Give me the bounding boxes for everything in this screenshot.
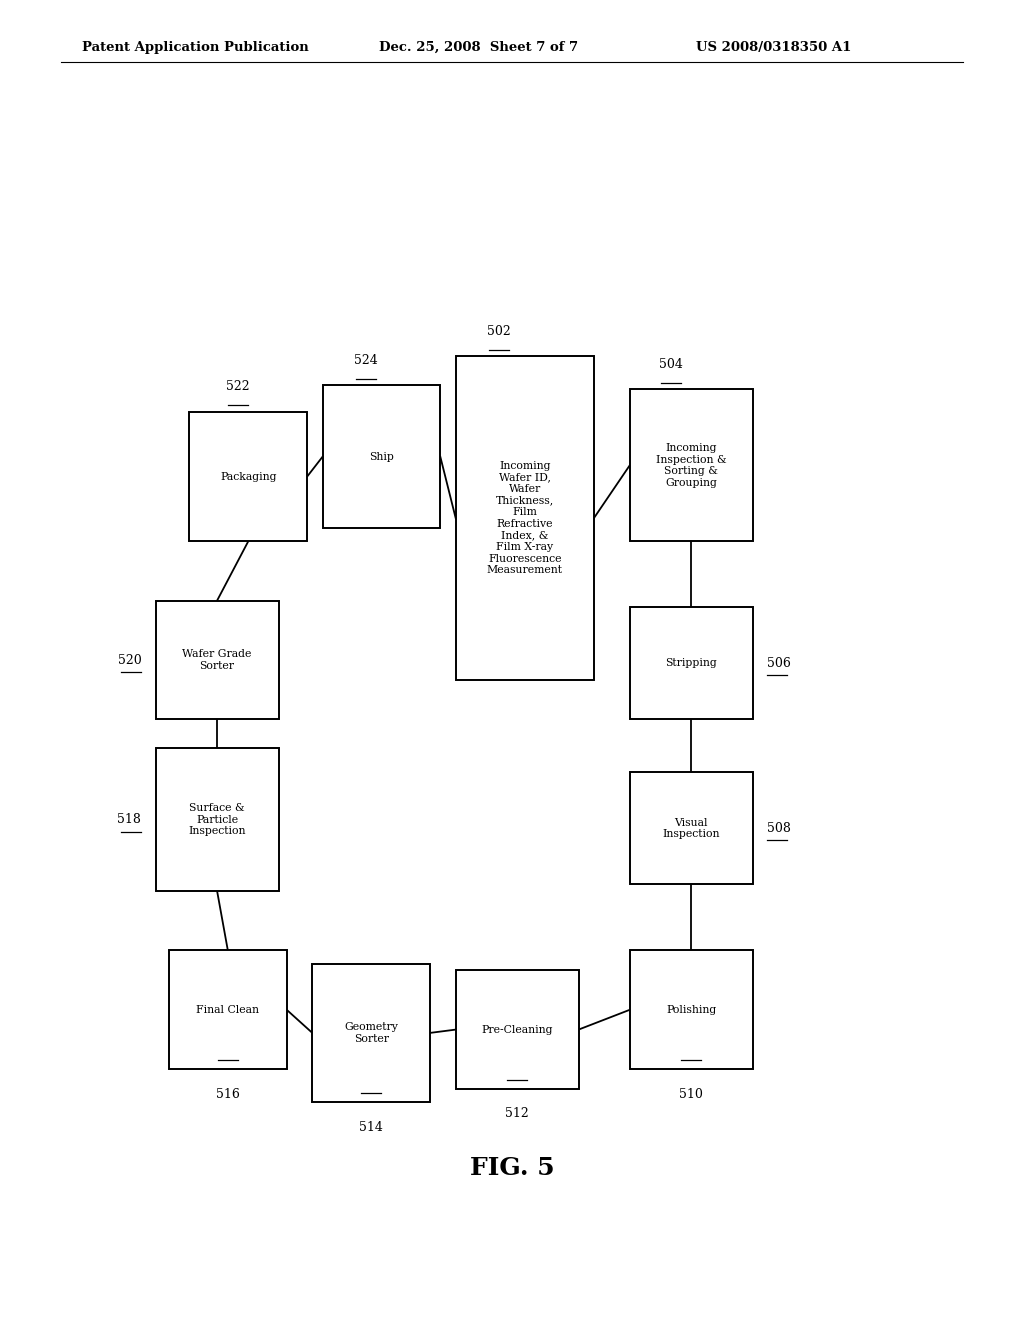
Bar bbox=[312, 964, 430, 1102]
Text: 524: 524 bbox=[354, 354, 378, 367]
Text: 504: 504 bbox=[658, 358, 683, 371]
Text: 520: 520 bbox=[118, 653, 141, 667]
Text: 502: 502 bbox=[487, 325, 511, 338]
Text: Dec. 25, 2008  Sheet 7 of 7: Dec. 25, 2008 Sheet 7 of 7 bbox=[379, 41, 578, 54]
Text: 512: 512 bbox=[505, 1107, 529, 1121]
Text: Incoming
Wafer ID,
Wafer
Thickness,
Film
Refractive
Index, &
Film X-ray
Fluoresc: Incoming Wafer ID, Wafer Thickness, Film… bbox=[486, 461, 563, 576]
Bar bbox=[189, 412, 307, 541]
Bar bbox=[456, 356, 594, 680]
Bar bbox=[156, 601, 279, 719]
Bar bbox=[169, 950, 287, 1069]
Text: 506: 506 bbox=[767, 657, 791, 669]
Text: 508: 508 bbox=[767, 822, 791, 834]
Text: Wafer Grade
Sorter: Wafer Grade Sorter bbox=[182, 649, 252, 671]
Text: 510: 510 bbox=[679, 1088, 703, 1101]
Text: Packaging: Packaging bbox=[220, 471, 276, 482]
Text: FIG. 5: FIG. 5 bbox=[470, 1156, 554, 1180]
Text: 522: 522 bbox=[226, 380, 250, 393]
Text: 514: 514 bbox=[359, 1121, 383, 1134]
Text: Pre-Cleaning: Pre-Cleaning bbox=[481, 1024, 553, 1035]
Text: 516: 516 bbox=[216, 1088, 240, 1101]
Bar bbox=[156, 748, 279, 891]
Text: Incoming
Inspection &
Sorting &
Grouping: Incoming Inspection & Sorting & Grouping bbox=[656, 444, 726, 487]
Text: Stripping: Stripping bbox=[666, 659, 717, 668]
Text: Patent Application Publication: Patent Application Publication bbox=[82, 41, 308, 54]
Bar bbox=[456, 970, 579, 1089]
Text: US 2008/0318350 A1: US 2008/0318350 A1 bbox=[696, 41, 852, 54]
Text: 518: 518 bbox=[118, 813, 141, 826]
Bar bbox=[630, 607, 753, 719]
Text: Ship: Ship bbox=[369, 451, 394, 462]
Text: Geometry
Sorter: Geometry Sorter bbox=[344, 1022, 398, 1044]
Text: Visual
Inspection: Visual Inspection bbox=[663, 817, 720, 840]
Bar bbox=[630, 950, 753, 1069]
Bar bbox=[630, 389, 753, 541]
Text: Polishing: Polishing bbox=[666, 1005, 717, 1015]
Text: Surface &
Particle
Inspection: Surface & Particle Inspection bbox=[188, 803, 246, 837]
Bar bbox=[630, 772, 753, 884]
Bar bbox=[323, 385, 440, 528]
Text: Final Clean: Final Clean bbox=[197, 1005, 259, 1015]
